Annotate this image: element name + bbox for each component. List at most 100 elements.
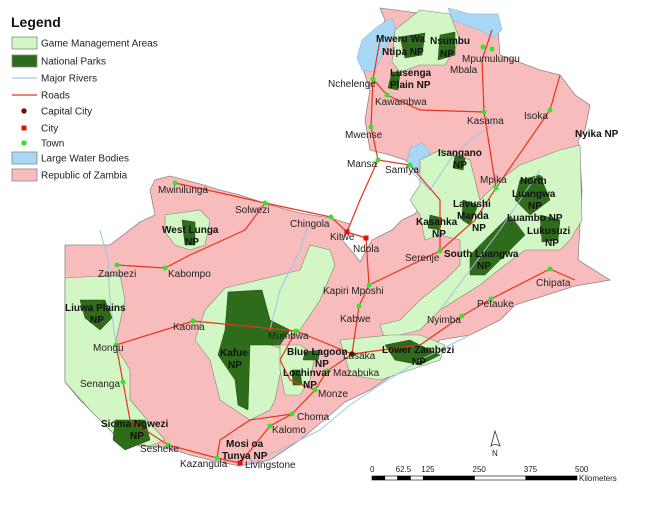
park-label-mweru-wa-ntipa-np: Mweru Wa Ntipa NP (376, 34, 426, 58)
place-label: Mongu (93, 343, 124, 354)
legend-label: Roads (41, 91, 70, 102)
place-mpika: Mpika (480, 175, 507, 191)
place-chingola: Chingola (290, 214, 334, 230)
national-park-area (387, 71, 401, 91)
place-label: Serenje (405, 253, 440, 264)
place-kalomo: Kalomo (267, 423, 306, 436)
park-label-line: Lukusuzi (527, 226, 571, 237)
park-label-line: Mosi oa (226, 439, 264, 450)
park-label-line: NP (472, 223, 486, 234)
place-label: Sesheke (140, 444, 179, 455)
place-label: Lusaka (343, 351, 376, 362)
town-marker-icon (375, 157, 381, 163)
capital-marker-icon (349, 351, 355, 357)
road (116, 202, 266, 269)
legend-item-major-rivers: Major Rivers (12, 74, 97, 85)
place-label: Mpika (480, 175, 507, 186)
town-marker-icon (480, 44, 486, 50)
place-chipata: Chipata (536, 266, 571, 289)
place-nyimba: Nyimba (427, 313, 465, 326)
park-label-line: NP (545, 238, 559, 249)
place-sesheke: Sesheke (140, 442, 179, 455)
lake-tanganyika (447, 7, 503, 39)
park-label-line: NP (528, 201, 542, 212)
national-park-area (384, 339, 441, 366)
national-park-area (399, 32, 426, 59)
legend-dot-icon (21, 140, 27, 146)
legend-swatch-icon (11, 36, 38, 50)
place-choma: Choma (289, 411, 330, 423)
town-marker-icon (114, 262, 120, 268)
legend-item-large-water-bodies: Large Water Bodies (11, 151, 129, 165)
legend-item-national-parks: National Parks (11, 54, 106, 68)
scale-tick-label: 250 (473, 465, 487, 474)
place-label: Mazabuka (333, 368, 380, 379)
town-marker-icon (547, 107, 553, 113)
legend: Legend Game Management Areas National Par… (11, 14, 158, 182)
town-marker-icon (165, 442, 171, 448)
place-nchelenge: Nchelenge (328, 76, 376, 90)
place-kitwe: Kitwe (330, 229, 355, 243)
park-label-line: NP (303, 380, 317, 391)
place-label: Mwense (345, 130, 383, 141)
place-label: Chingola (290, 219, 330, 230)
place-mumbwa: Mumbwa (268, 328, 309, 342)
place-kabompo: Kabompo (162, 265, 211, 280)
major-river (409, 119, 501, 191)
park-label-line: Nsumbu (430, 36, 470, 47)
park-label-line: NP (185, 237, 199, 248)
road (216, 413, 293, 459)
legend-label: Town (41, 139, 64, 150)
legend-item-city: City (21, 124, 58, 135)
place-label: Kabompo (168, 269, 211, 280)
legend-item-roads: Roads (12, 91, 70, 102)
place-label: Livingstone (245, 460, 296, 471)
place-kabwe: Kabwe (340, 303, 371, 325)
legend-swatch-icon (11, 54, 38, 68)
town-marker-icon (214, 455, 220, 461)
park-label-line: West Lunga (162, 225, 219, 236)
park-label-line: Liuwa Plains (65, 303, 126, 314)
place-mazabuka: Mazabuka (324, 368, 380, 379)
legend-item-town: Town (21, 139, 64, 150)
legend-item-republic-of-zambia: Republic of Zambia (11, 168, 128, 182)
park-label-line: Ntipa NP (382, 47, 424, 58)
place-label: Kaoma (173, 322, 205, 333)
legend-swatch-icon (11, 168, 38, 182)
place-isoka: Isoka (524, 107, 553, 122)
city-marker-icon (344, 229, 350, 235)
park-label-line: Lochinvar (283, 368, 331, 379)
legend-swatch-icon (11, 151, 38, 165)
place-mwense: Mwense (345, 124, 383, 141)
place-serenje: Serenje (405, 248, 443, 264)
town-marker-icon (384, 92, 390, 98)
legend-label: Large Water Bodies (41, 154, 129, 165)
park-label-luambo-np: Luambo NP (507, 213, 563, 224)
place-label: Nchelenge (328, 79, 376, 90)
park-label-line: Manda (457, 211, 489, 222)
town-marker-icon (489, 46, 495, 52)
place-mongu: Mongu (93, 342, 124, 354)
major-river (439, 169, 541, 311)
place-label: Choma (297, 412, 330, 423)
park-label-line: NP (412, 357, 426, 368)
park-label-line: Mweru Wa (376, 34, 426, 45)
place-livingstone: Livingstone (237, 460, 296, 471)
park-label-nsumbu-np: Nsumbu NP (430, 36, 470, 60)
place-monze: Monze (312, 387, 348, 400)
park-label-line: Luangwa (512, 189, 556, 200)
place-mansa: Mansa (347, 157, 381, 170)
major-river (269, 219, 311, 331)
place-kazangula: Kazangula (180, 455, 228, 470)
national-park-area (452, 154, 466, 171)
rivers-layer (99, 119, 541, 467)
north-arrow: N (490, 429, 501, 458)
